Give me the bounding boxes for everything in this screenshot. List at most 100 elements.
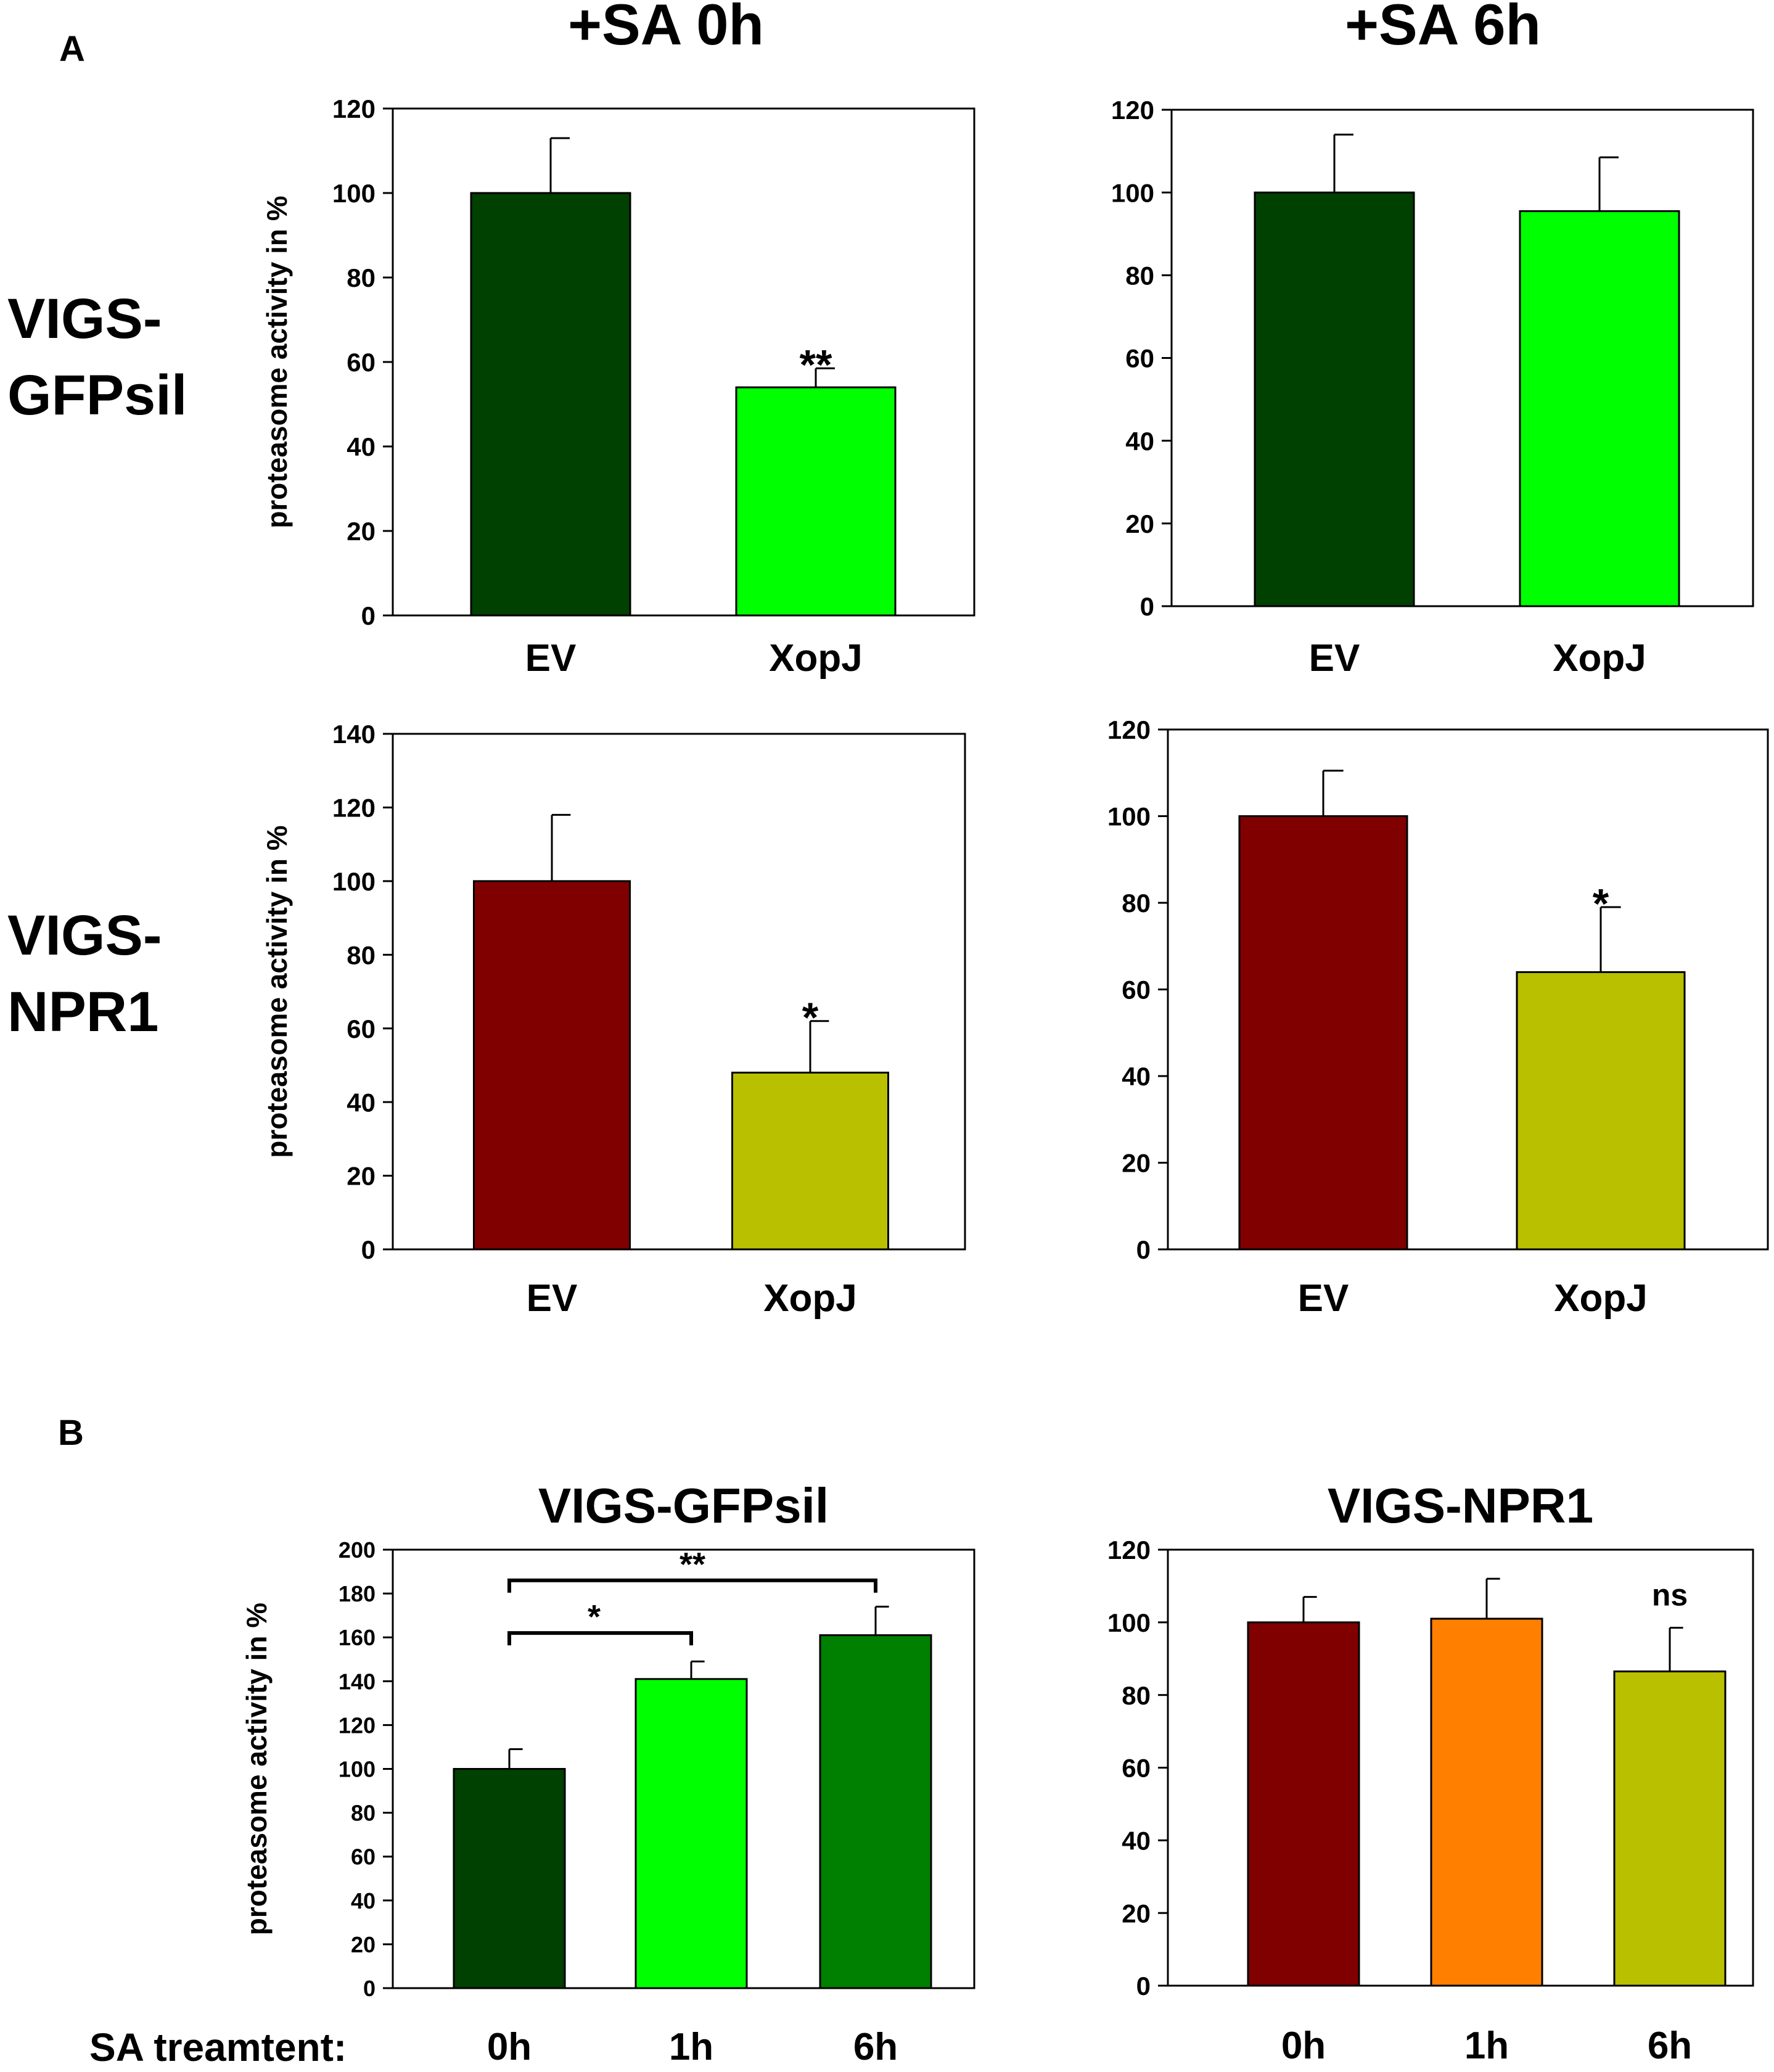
- y-tick-label: 60: [1122, 976, 1151, 1005]
- column-title-sa-6h: +SA 6h: [1345, 0, 1541, 57]
- bar-XopJ: [731, 1071, 889, 1251]
- y-tick-label: 20: [347, 1162, 376, 1191]
- y-tick-label: 80: [351, 1801, 376, 1826]
- x-category-label: 6h: [853, 2026, 898, 2068]
- y-tick-label: 80: [1122, 1681, 1151, 1710]
- chart-npr1-sa-6h: 0 20 40 60 80 100 120 EV * XopJ: [1107, 715, 1769, 1320]
- y-tick-label: 80: [1122, 889, 1151, 918]
- x-category-label: EV: [527, 1277, 578, 1320]
- y-tick-label: 40: [1122, 1062, 1151, 1091]
- row-label-npr1-line2: NPR1: [7, 980, 158, 1043]
- chart-npr1-sa-0h: proteasome activity in % 0 20 40 60 80 100 120 1…: [261, 720, 966, 1320]
- significance-label: *: [1593, 880, 1609, 927]
- y-tick-label: 180: [339, 1581, 376, 1606]
- y-tick-label: 60: [347, 1014, 376, 1043]
- plot-frame: [392, 733, 966, 1251]
- y-tick-label: 40: [347, 1088, 376, 1117]
- bar-6h: [1613, 1670, 1727, 1987]
- significance-label: **: [800, 342, 832, 388]
- bar-EV: [470, 192, 631, 617]
- bar-1h: [1430, 1618, 1543, 1987]
- bar-0h: [1247, 1621, 1360, 1987]
- x-category-label: 0h: [487, 2026, 532, 2068]
- y-tick-label: 20: [1122, 1899, 1151, 1928]
- y-tick-label: 120: [1111, 96, 1154, 125]
- x-category-label: EV: [1309, 637, 1360, 680]
- sa-treatment-label: SA treamtent:: [89, 2025, 347, 2070]
- y-tick-label: 0: [1136, 1971, 1151, 2000]
- bar-EV: [1238, 815, 1408, 1251]
- x-category-label: 1h: [669, 2026, 713, 2068]
- row-label-gfp-line2: GFPsil: [7, 364, 187, 427]
- chart-b-vigs-npr1: VIGS-NPR1 0 20 40 60 80 100 120 0h 1h ns 6h: [1107, 1478, 1754, 2067]
- comparison-bracket: [507, 1631, 693, 1646]
- y-tick-label: 100: [1107, 1608, 1151, 1637]
- plot-frame: [392, 1548, 975, 1989]
- y-tick-label: 140: [332, 720, 376, 749]
- x-category-label: 1h: [1464, 2025, 1509, 2067]
- bar-1h: [634, 1678, 748, 1989]
- y-tick-label: 100: [1107, 802, 1151, 831]
- y-tick-label: 160: [339, 1625, 376, 1650]
- plot-frame: [1167, 728, 1769, 1251]
- chart-gfpsil-sa-6h: 0 20 40 60 80 100 120 EV XopJ: [1111, 96, 1754, 680]
- plot-frame: [1170, 109, 1754, 607]
- y-tick-label: 120: [332, 94, 376, 123]
- row-label-gfp-line1: VIGS-: [7, 287, 162, 350]
- y-tick-label: 120: [339, 1712, 376, 1738]
- y-tick-label: 0: [361, 601, 376, 630]
- y-tick-label: 100: [1111, 178, 1154, 207]
- panel-label-a: A: [59, 29, 85, 69]
- significance-label: *: [802, 994, 819, 1041]
- y-tick-label: 0: [361, 1235, 376, 1264]
- chart-gfpsil-sa-0h: proteasome activity in % 0 20 40 60 80 100 120 E…: [261, 94, 975, 680]
- y-tick-label: 20: [1122, 1149, 1151, 1178]
- x-category-label: EV: [525, 637, 577, 680]
- comparison-label: *: [588, 1598, 601, 1635]
- bar-EV: [473, 880, 631, 1251]
- y-tick-label: 40: [1125, 427, 1154, 456]
- chart-b-vigs-gfpsil: VIGS-GFPsil proteasome activity in % 0 20 40…: [240, 1478, 975, 2068]
- y-tick-label: 0: [1140, 592, 1154, 621]
- plot-frame: [392, 107, 975, 617]
- bar-XopJ: [735, 386, 897, 617]
- y-tick-label: 40: [347, 432, 376, 461]
- comparison-bracket: [507, 1578, 877, 1593]
- y-tick-label: 60: [1125, 344, 1154, 373]
- y-tick-label: 60: [1122, 1754, 1151, 1783]
- x-category-label: XopJ: [1554, 1277, 1648, 1320]
- y-tick-label: 40: [1122, 1826, 1151, 1855]
- panel-label-b: B: [58, 1413, 84, 1453]
- y-tick-label: 120: [1107, 1536, 1151, 1564]
- y-tick-label: 100: [332, 867, 376, 896]
- bar-6h: [819, 1634, 932, 1989]
- y-tick-label: 100: [332, 179, 376, 208]
- y-axis-label: proteasome activity in %: [261, 825, 293, 1157]
- y-tick-label: 140: [339, 1669, 376, 1694]
- y-tick-label: 40: [351, 1888, 376, 1914]
- x-category-label: 6h: [1648, 2025, 1692, 2067]
- x-category-label: EV: [1298, 1277, 1349, 1320]
- x-category-label: XopJ: [769, 637, 863, 680]
- bar-EV: [1254, 191, 1415, 607]
- x-category-label: 0h: [1281, 2025, 1326, 2067]
- chart-title: VIGS-GFPsil: [538, 1478, 829, 1533]
- x-category-label: XopJ: [763, 1277, 857, 1320]
- x-category-label: XopJ: [1553, 637, 1646, 680]
- y-tick-label: 20: [1125, 509, 1154, 538]
- bar-0h: [453, 1768, 566, 1989]
- chart-title: VIGS-NPR1: [1328, 1478, 1593, 1533]
- row-label-npr1-line1: VIGS-: [7, 904, 162, 967]
- y-tick-label: 200: [339, 1537, 376, 1563]
- bar-XopJ: [1516, 971, 1686, 1251]
- y-tick-label: 120: [332, 794, 376, 823]
- y-tick-label: 0: [1136, 1235, 1151, 1264]
- y-axis-label: proteasome activity in %: [240, 1603, 273, 1935]
- significance-label: ns: [1652, 1578, 1688, 1613]
- bar-XopJ: [1519, 210, 1680, 607]
- y-tick-label: 20: [351, 1932, 376, 1957]
- column-title-sa-0h: +SA 0h: [568, 0, 764, 57]
- y-tick-label: 60: [347, 348, 376, 377]
- y-tick-label: 20: [347, 517, 376, 546]
